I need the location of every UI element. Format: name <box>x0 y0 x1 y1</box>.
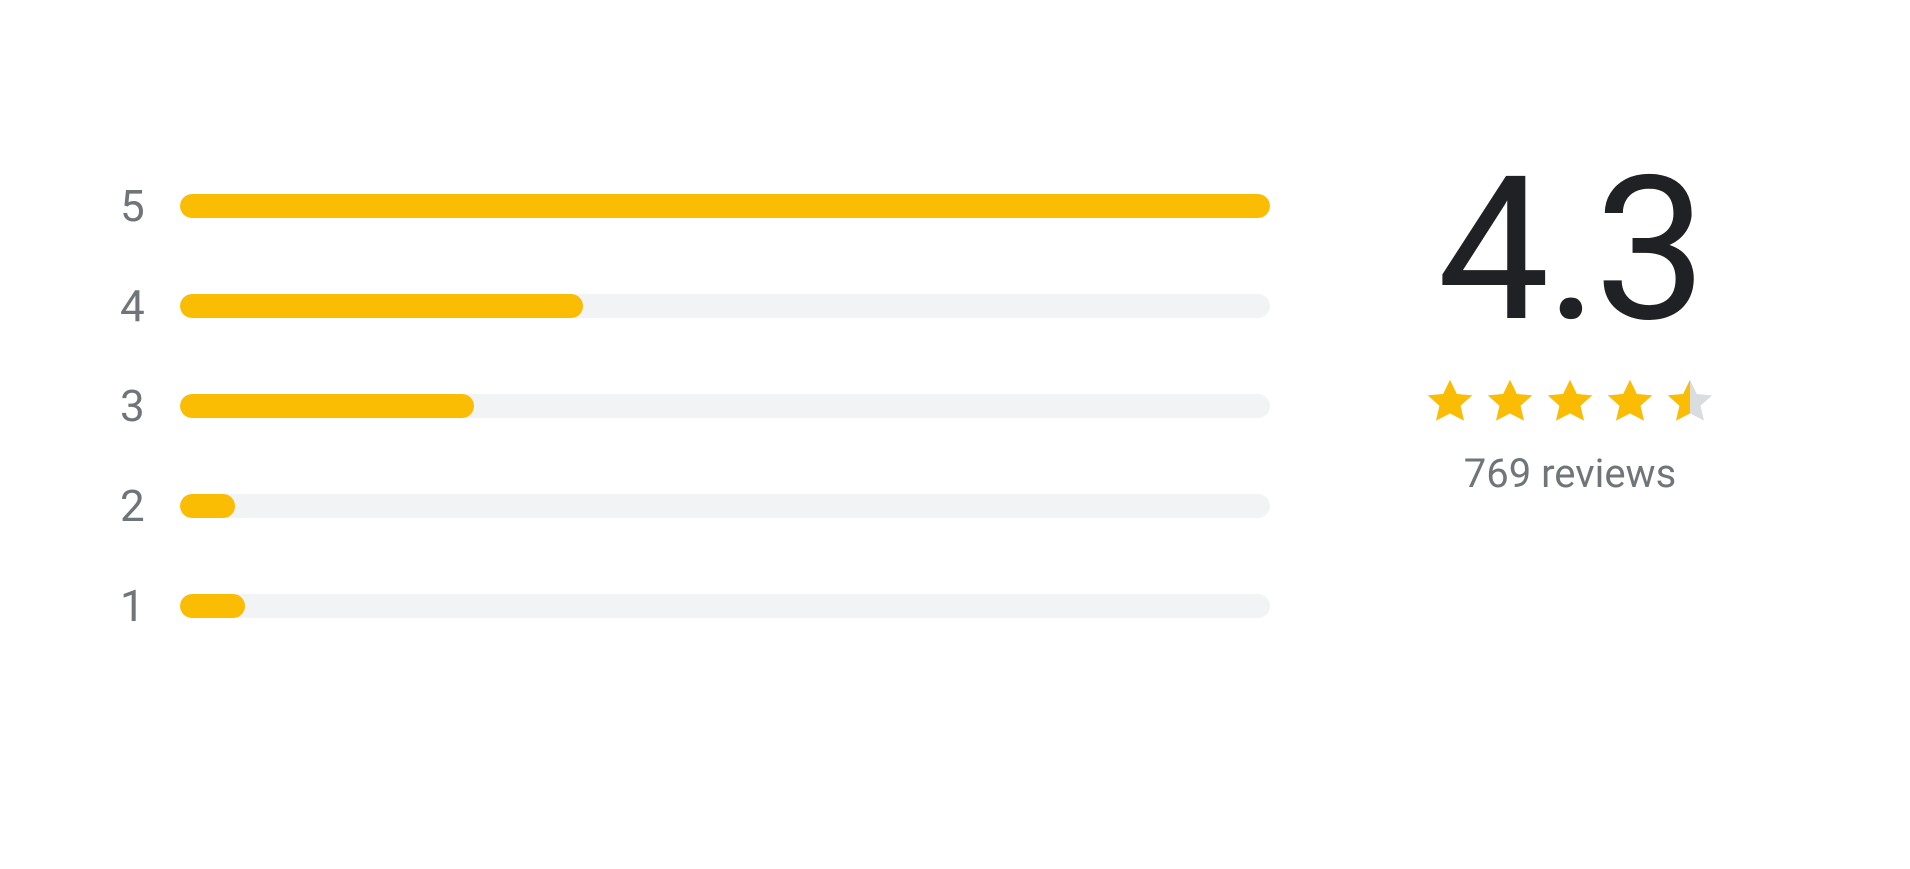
rating-bar-label: 4 <box>120 280 180 332</box>
rating-bar-track <box>180 394 1270 418</box>
star-icon <box>1542 374 1598 430</box>
rating-bar-label: 3 <box>120 380 180 432</box>
star-icon <box>1602 374 1658 430</box>
star-icon <box>1482 374 1538 430</box>
review-count: 769 reviews <box>1464 450 1677 497</box>
rating-bar-fill <box>180 494 235 518</box>
rating-bar-row-4: 4 <box>120 280 1270 332</box>
rating-bar-row-2: 2 <box>120 480 1270 532</box>
star-icon <box>1662 374 1718 430</box>
star-row <box>1422 374 1718 430</box>
rating-bar-fill <box>180 294 583 318</box>
rating-bar-track <box>180 494 1270 518</box>
average-score: 4.3 <box>1437 150 1703 350</box>
rating-bar-track <box>180 194 1270 218</box>
rating-bar-fill <box>180 594 245 618</box>
rating-bar-track <box>180 594 1270 618</box>
rating-bar-label: 1 <box>120 580 180 632</box>
rating-bars: 5 4 3 2 1 <box>120 180 1270 632</box>
rating-bar-row-5: 5 <box>120 180 1270 232</box>
rating-score-panel: 4.3 769 reviews <box>1270 150 1790 497</box>
rating-bar-track <box>180 294 1270 318</box>
rating-summary: 5 4 3 2 1 <box>0 0 1910 632</box>
rating-bar-label: 5 <box>120 180 180 232</box>
rating-bar-row-3: 3 <box>120 380 1270 432</box>
rating-bar-label: 2 <box>120 480 180 532</box>
rating-bar-fill <box>180 194 1270 218</box>
rating-bar-row-1: 1 <box>120 580 1270 632</box>
rating-bar-fill <box>180 394 474 418</box>
star-icon <box>1422 374 1478 430</box>
